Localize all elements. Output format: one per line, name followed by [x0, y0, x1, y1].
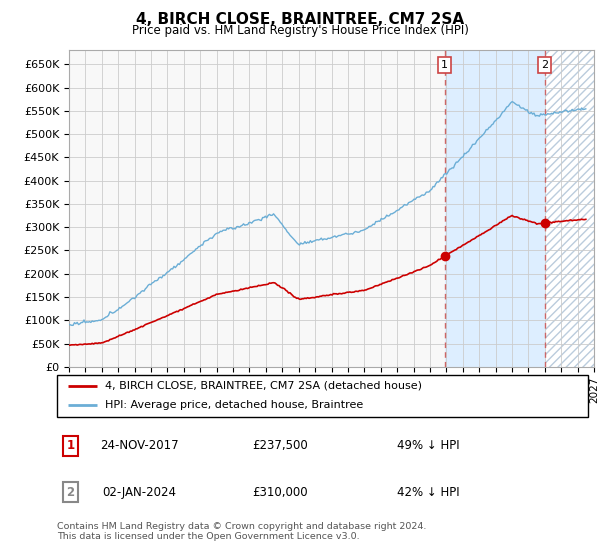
- Text: 4, BIRCH CLOSE, BRAINTREE, CM7 2SA (detached house): 4, BIRCH CLOSE, BRAINTREE, CM7 2SA (deta…: [105, 381, 422, 391]
- Text: 2: 2: [66, 486, 74, 498]
- Text: 24-NOV-2017: 24-NOV-2017: [100, 440, 179, 452]
- Text: £310,000: £310,000: [252, 486, 308, 498]
- Text: 02-JAN-2024: 02-JAN-2024: [103, 486, 176, 498]
- Text: 42% ↓ HPI: 42% ↓ HPI: [397, 486, 460, 498]
- Bar: [545, 50, 594, 367]
- Text: 49% ↓ HPI: 49% ↓ HPI: [397, 440, 460, 452]
- Bar: [545, 50, 594, 367]
- Text: HPI: Average price, detached house, Braintree: HPI: Average price, detached house, Brai…: [105, 400, 363, 410]
- Text: 4, BIRCH CLOSE, BRAINTREE, CM7 2SA: 4, BIRCH CLOSE, BRAINTREE, CM7 2SA: [136, 12, 464, 27]
- Text: 1: 1: [66, 440, 74, 452]
- Text: Price paid vs. HM Land Registry's House Price Index (HPI): Price paid vs. HM Land Registry's House …: [131, 24, 469, 36]
- Bar: [445, 50, 545, 367]
- FancyBboxPatch shape: [57, 375, 588, 417]
- Text: Contains HM Land Registry data © Crown copyright and database right 2024.
This d: Contains HM Land Registry data © Crown c…: [57, 522, 427, 542]
- Text: 2: 2: [541, 60, 548, 70]
- Text: 1: 1: [441, 60, 448, 70]
- Text: £237,500: £237,500: [252, 440, 308, 452]
